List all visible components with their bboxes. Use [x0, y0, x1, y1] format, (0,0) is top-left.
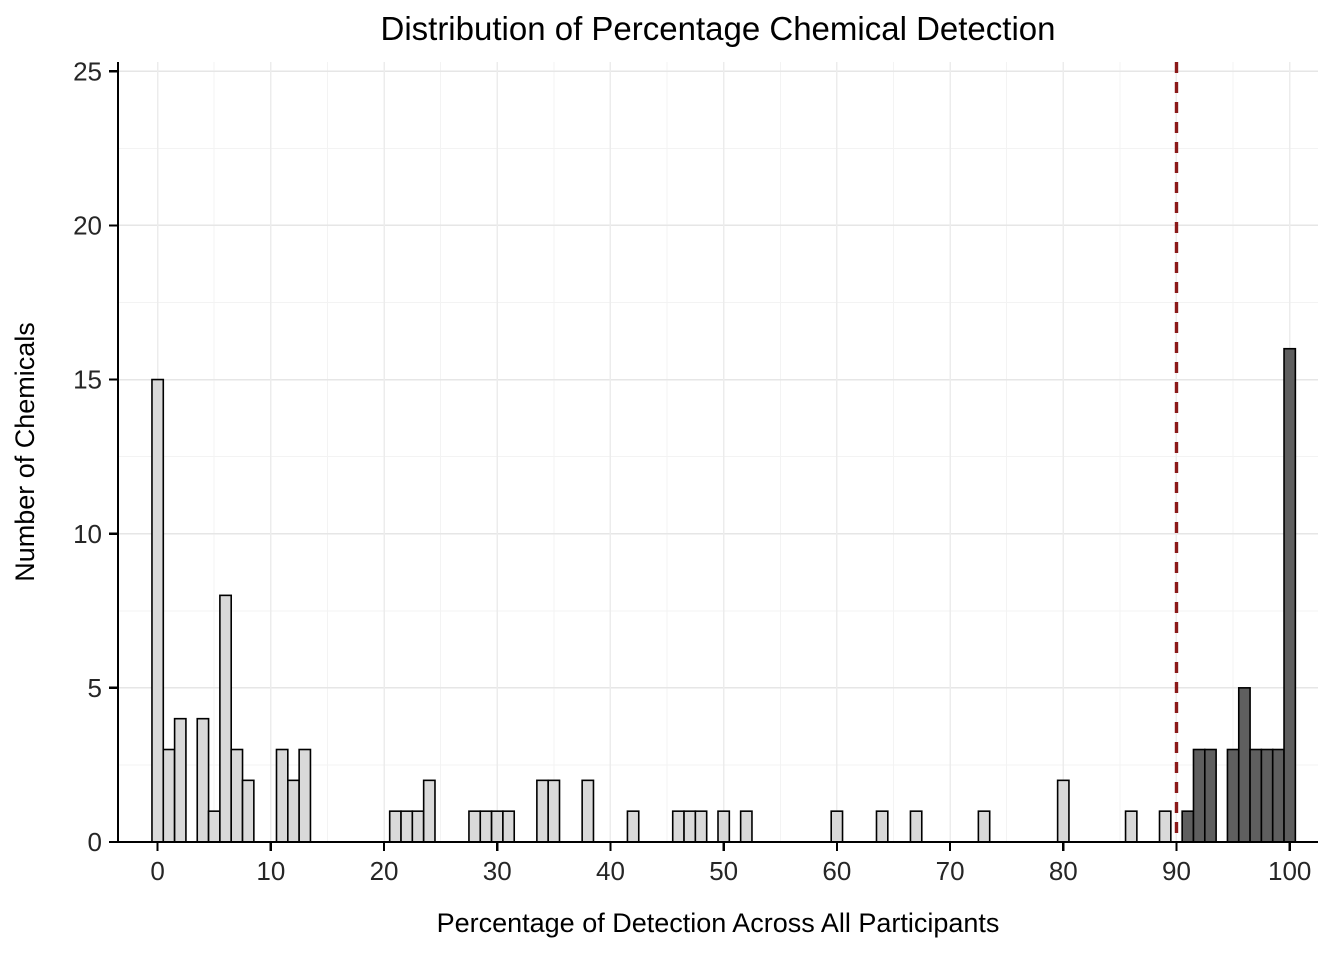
histogram-bar [1192, 748, 1206, 843]
histogram-bar [581, 779, 595, 843]
histogram-bar [490, 810, 504, 843]
histogram-bar [241, 779, 255, 843]
histogram-bar [479, 810, 493, 843]
y-tick-label: 5 [88, 673, 102, 703]
axis-ticks [109, 70, 1291, 851]
histogram-bar [683, 810, 697, 843]
histogram-bar [230, 748, 244, 843]
histogram-bar [1158, 810, 1172, 843]
y-tick-label: 15 [73, 365, 102, 395]
histogram-bar [1203, 748, 1217, 843]
histogram-bar [717, 810, 731, 843]
histogram-bars [151, 347, 1297, 843]
x-tick-label: 30 [483, 856, 512, 886]
histogram-bar [219, 594, 233, 843]
histogram-bar [411, 810, 425, 843]
x-tick-label: 70 [936, 856, 965, 886]
histogram-bar [1283, 347, 1297, 843]
histogram-bar [536, 779, 549, 843]
chart-title: Distribution of Percentage Chemical Dete… [380, 10, 1055, 47]
histogram-bar [1237, 687, 1251, 843]
x-tick-label: 0 [150, 856, 164, 886]
histogram-bar [468, 810, 482, 843]
histogram-bar [287, 779, 300, 843]
x-tick-label: 50 [709, 856, 738, 886]
histogram-bar [298, 748, 312, 843]
histogram-bar [173, 717, 187, 843]
histogram-bar [977, 810, 991, 843]
histogram-bar [626, 810, 640, 843]
y-axis-label: Number of Chemicals [10, 322, 40, 582]
x-tick-label: 100 [1268, 856, 1311, 886]
histogram-bar [671, 810, 685, 843]
x-tick-label: 80 [1049, 856, 1078, 886]
axis-tick-labels: 0 10 20 30 40 50 60 70 80 90 100 0 5 10 15 20 25 [73, 56, 1311, 886]
histogram-bar [1056, 779, 1070, 843]
y-tick-label: 20 [73, 210, 102, 240]
histogram-bar [909, 810, 923, 843]
x-tick-label: 90 [1162, 856, 1191, 886]
histogram-bar [162, 748, 176, 843]
histogram-bar [275, 748, 289, 843]
histogram-bar [739, 810, 753, 843]
histogram-bar [1226, 748, 1240, 843]
histogram-bar [207, 810, 221, 843]
histogram-bar [1124, 810, 1138, 843]
histogram-bar [1260, 748, 1274, 843]
histogram-bar [196, 717, 210, 843]
x-tick-label: 40 [596, 856, 625, 886]
histogram-bar [547, 779, 561, 843]
histogram-bar [502, 810, 516, 843]
histogram-bar [694, 810, 708, 843]
histogram-bar [875, 810, 889, 843]
axes [116, 62, 1318, 844]
x-axis-label: Percentage of Detection Across All Parti… [437, 908, 1000, 938]
x-tick-label: 20 [370, 856, 399, 886]
histogram-bar [830, 810, 844, 843]
histogram-bar [400, 810, 414, 843]
histogram-bar [1271, 748, 1285, 843]
histogram-bar [1249, 748, 1263, 843]
x-tick-label: 60 [822, 856, 851, 886]
y-tick-label: 10 [73, 519, 102, 549]
histogram-bar [1181, 810, 1195, 843]
y-tick-label: 25 [73, 56, 102, 86]
histogram-bar [151, 378, 165, 843]
histogram-bar [422, 779, 436, 843]
y-tick-label: 0 [88, 827, 102, 857]
histogram-bar [388, 810, 402, 843]
x-tick-label: 10 [256, 856, 285, 886]
